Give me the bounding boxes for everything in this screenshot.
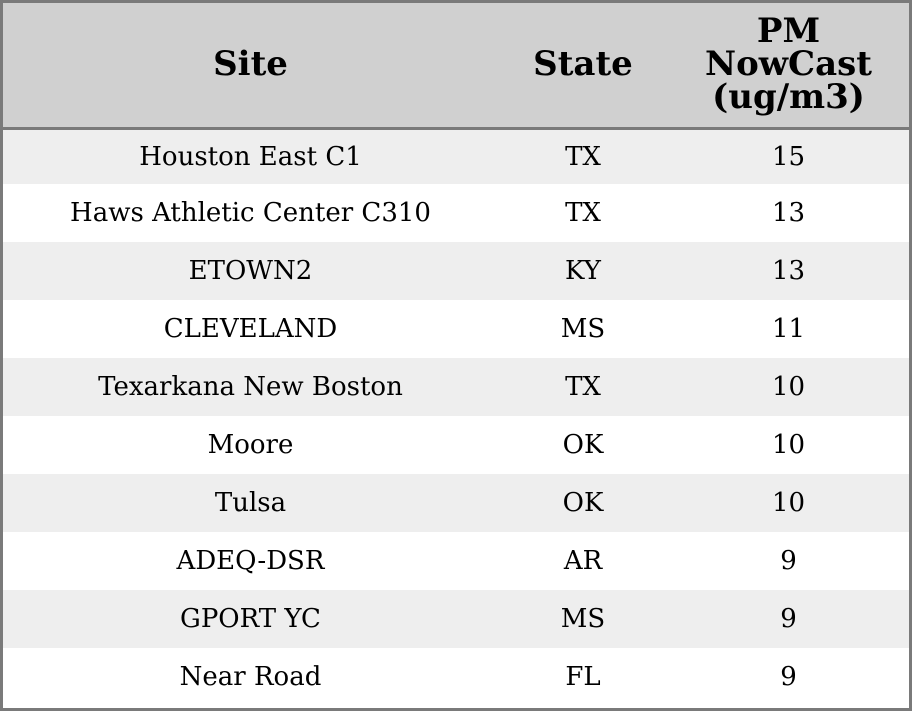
table-row: Houston East C1 TX 15 [3, 128, 909, 184]
table-row: Haws Athletic Center C310 TX 13 [3, 184, 909, 242]
cell-state: AR [563, 546, 603, 576]
cell-state: TX [565, 198, 601, 228]
column-header-pm-line2: NowCast [705, 44, 872, 85]
cell-state: OK [562, 430, 604, 460]
column-header-pm-line1: PM [756, 11, 821, 52]
cell-site: CLEVELAND [163, 314, 338, 344]
cell-site: Tulsa [214, 488, 287, 518]
cell-site: Haws Athletic Center C310 [70, 198, 431, 228]
table-row: GPORT YC MS 9 [3, 590, 909, 648]
cell-site: Moore [207, 430, 294, 460]
cell-pm: 9 [780, 604, 797, 634]
cell-pm: 13 [771, 256, 806, 286]
cell-pm: 9 [780, 661, 797, 692]
header-row: Site State PM NowCast (ug/m3) [3, 3, 909, 130]
pm-nowcast-table: Site State PM NowCast (ug/m3) Houston Ea… [3, 3, 909, 705]
cell-site: ETOWN2 [188, 256, 313, 286]
table-row: Near Road FL 9 [3, 648, 909, 705]
table-row: Tulsa OK 10 [3, 474, 909, 532]
cell-pm: 10 [771, 372, 806, 402]
cell-state: MS [560, 604, 606, 634]
cell-pm: 9 [780, 546, 797, 576]
cell-pm: 11 [771, 314, 806, 344]
column-header-site: Site [3, 3, 498, 130]
cell-pm: 10 [771, 488, 806, 518]
table-header: Site State PM NowCast (ug/m3) [3, 3, 909, 130]
cell-pm: 13 [771, 198, 806, 228]
cell-site: ADEQ-DSR [176, 546, 325, 576]
cell-state: MS [560, 314, 606, 344]
cell-state: TX [565, 372, 601, 402]
table-row: Moore OK 10 [3, 416, 909, 474]
table-body: Houston East C1 TX 15 Haws Athletic Cent… [3, 128, 909, 705]
cell-state: OK [562, 488, 604, 518]
cell-pm: 10 [771, 430, 806, 460]
cell-site: Houston East C1 [139, 141, 362, 172]
column-header-state: State [498, 3, 668, 130]
table-row: ADEQ-DSR AR 9 [3, 532, 909, 590]
table-row: ETOWN2 KY 13 [3, 242, 909, 300]
column-header-pm-line3: (ug/m3) [712, 77, 865, 118]
cell-state: KY [565, 256, 601, 286]
cell-site: GPORT YC [180, 604, 321, 634]
table-row: Texarkana New Boston TX 10 [3, 358, 909, 416]
cell-pm: 15 [771, 141, 806, 172]
cell-state: TX [565, 141, 601, 172]
column-header-pm-nowcast: PM NowCast (ug/m3) [668, 3, 909, 130]
cell-state: FL [565, 661, 601, 692]
cell-site: Texarkana New Boston [98, 372, 403, 402]
table-row: CLEVELAND MS 11 [3, 300, 909, 358]
cell-site: Near Road [179, 661, 322, 692]
